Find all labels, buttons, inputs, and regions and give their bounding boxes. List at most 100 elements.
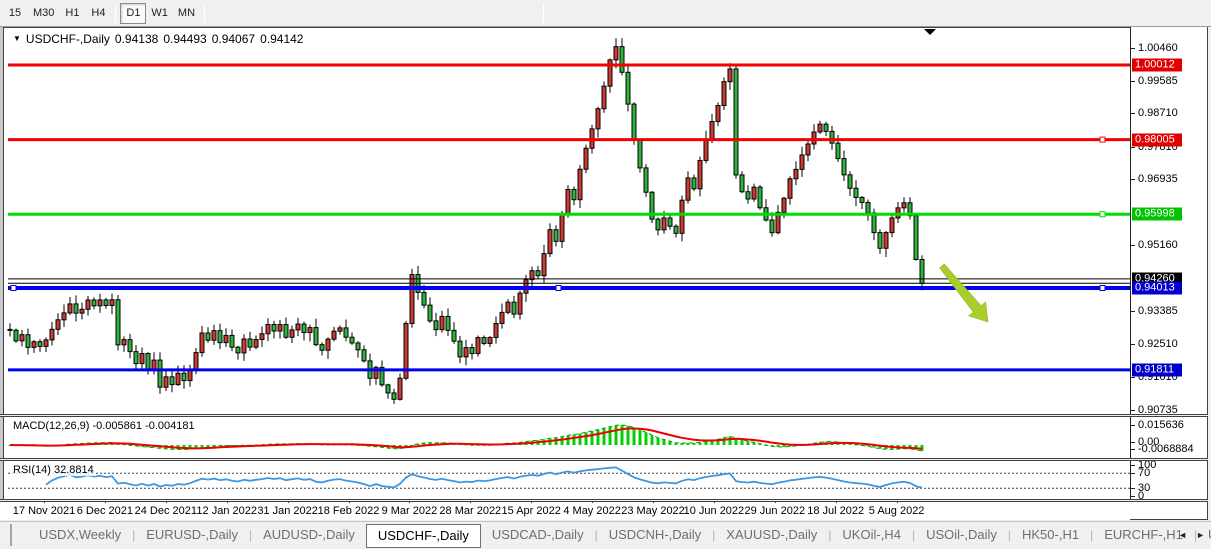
line-selection-handle[interactable] <box>1099 211 1106 218</box>
price-tick-mark <box>1131 377 1135 379</box>
date-tick-label: 28 Mar 2022 <box>439 505 502 517</box>
candle-body <box>79 308 85 314</box>
price-chart-canvas[interactable] <box>0 27 1130 414</box>
price-badge-0.98005: 0.98005 <box>1132 133 1182 147</box>
date-tick-label: 12 Jan 2022 <box>196 505 257 517</box>
chart-tab-audusd-daily[interactable]: AUDUSD-,Daily <box>263 527 355 542</box>
candle-body <box>727 68 733 83</box>
chart-shift-marker-icon[interactable] <box>924 29 936 35</box>
macd-histogram-bar <box>758 443 762 445</box>
chart-tab-eurusd-daily[interactable]: EURUSD-,Daily <box>146 527 238 542</box>
chart-tab-xauusd-daily[interactable]: XAUUSD-,Daily <box>726 527 818 542</box>
ohlc-high: 0.94493 <box>163 32 207 46</box>
timeframe-button-h4[interactable]: H4 <box>91 7 106 19</box>
one-click-trading-icon[interactable]: ▼ <box>13 34 21 43</box>
candle-body <box>235 346 241 354</box>
candle-body <box>643 167 649 193</box>
macd-histogram-bar <box>662 439 666 445</box>
candle-body <box>313 327 319 346</box>
date-axis[interactable]: 17 Nov 2021 6 Dec 2021 24 Dec 2021 12 Jan 2… <box>0 500 1130 520</box>
tab-separator: | <box>594 528 598 542</box>
chart-tab-usoil-h4[interactable]: USOil-,H4 <box>1197 524 1211 546</box>
chart-tab-eurchf-h1[interactable]: EURCHF-,H1 <box>1104 527 1183 542</box>
timeframe-button-15[interactable]: 15 <box>8 7 22 19</box>
macd-rsi-separator[interactable] <box>0 458 1208 461</box>
macd-histogram-bar <box>626 425 630 445</box>
macd-histogram-bar <box>650 435 654 445</box>
candle-body <box>733 68 739 176</box>
candle-body <box>379 366 385 386</box>
candle-body <box>181 372 187 382</box>
timeframe-button-w1[interactable]: W1 <box>151 7 168 19</box>
down-arrow-annotation[interactable] <box>939 263 989 323</box>
candle-body <box>757 186 763 209</box>
macd-pane-canvas[interactable] <box>0 417 1130 458</box>
macd-histogram-bar <box>788 445 792 447</box>
candle-body <box>511 301 517 315</box>
macd-histogram-bar <box>188 445 192 450</box>
candle-body <box>109 299 115 306</box>
timeframe-button-d1[interactable]: D1 <box>120 2 147 24</box>
chart-tab-usoil-daily[interactable]: USOil-,Daily <box>926 527 997 542</box>
ohlc-close: 0.94142 <box>260 32 304 46</box>
macd-histogram-bar <box>746 441 750 445</box>
tab-scroll-right-icon[interactable]: ► <box>1196 530 1205 540</box>
chart-tab-usdx-weekly[interactable]: USDX,Weekly <box>39 527 122 542</box>
candle-body <box>553 229 559 242</box>
candle-body <box>115 299 121 346</box>
tab-scroll-left-icon[interactable]: ◄ <box>1178 530 1188 540</box>
candle-body <box>883 232 889 249</box>
macd-histogram-bar <box>566 435 570 445</box>
macd-histogram-bar <box>710 440 714 445</box>
candle-body <box>565 188 571 215</box>
candle-body <box>61 312 67 321</box>
candle-body <box>187 369 193 382</box>
indicator-tick-label: 30 <box>1138 482 1151 494</box>
candle-body <box>421 291 427 306</box>
macd-histogram-bar <box>602 428 606 445</box>
main-macd-separator[interactable] <box>0 414 1208 417</box>
tab-separator: | <box>828 528 832 542</box>
price-axis[interactable]: 1.00460 0.99585 0.98710 0.97810 0.96935 0.951… <box>1130 27 1207 502</box>
candle-body <box>871 212 877 234</box>
date-tick-label: 29 Jun 2022 <box>744 505 806 517</box>
candle-body <box>355 342 361 351</box>
price-badge-0.94013: 0.94013 <box>1132 281 1182 295</box>
candle-body <box>49 328 55 341</box>
candle-body <box>517 292 523 315</box>
macd-histogram-bar <box>656 437 660 445</box>
macd-histogram-bar <box>674 442 678 445</box>
timeframe-button-mn[interactable]: MN <box>177 7 196 19</box>
chart-tab-hk50-h1[interactable]: HK50-,H1 <box>1021 527 1080 542</box>
candle-body <box>559 213 565 242</box>
candle-body <box>295 323 301 331</box>
candle-body <box>283 324 289 338</box>
candle-body <box>7 328 13 331</box>
macd-histogram-bar <box>584 432 588 445</box>
candle-body <box>547 229 553 255</box>
candle-body <box>625 71 631 105</box>
macd-histogram-bar <box>482 444 486 446</box>
chart-tab-ukoil-h4[interactable]: UKOil-,H4 <box>842 527 901 542</box>
price-tick-label: 0.99585 <box>1138 74 1178 87</box>
rsi-pane-canvas[interactable] <box>0 462 1130 499</box>
macd-histogram-bar <box>554 437 558 445</box>
chart-tab-usdcad-daily[interactable]: USDCAD-,Daily <box>491 527 584 542</box>
line-selection-handle[interactable] <box>1099 136 1106 143</box>
chart-tab-usdcnh-daily[interactable]: USDCNH-,Daily <box>608 527 702 542</box>
candle-body <box>409 274 415 324</box>
timeframe-button-h1[interactable]: H1 <box>65 7 80 19</box>
candle-body <box>373 366 379 379</box>
candle-body <box>325 338 331 351</box>
candle-body <box>601 85 607 110</box>
price-tick-label: 0.92510 <box>1138 337 1178 350</box>
line-selection-handle[interactable] <box>1099 285 1106 292</box>
candle-body <box>133 351 139 365</box>
line-selection-handle[interactable] <box>555 285 562 292</box>
price-tick-mark <box>1131 245 1135 247</box>
macd-histogram-bar <box>740 439 744 445</box>
line-selection-handle[interactable] <box>10 285 17 292</box>
timeframe-button-m30[interactable]: M30 <box>33 7 55 19</box>
chart-tab-usdchf-daily[interactable]: USDCHF-,Daily <box>365 524 481 548</box>
macd-histogram-bar <box>608 426 612 445</box>
